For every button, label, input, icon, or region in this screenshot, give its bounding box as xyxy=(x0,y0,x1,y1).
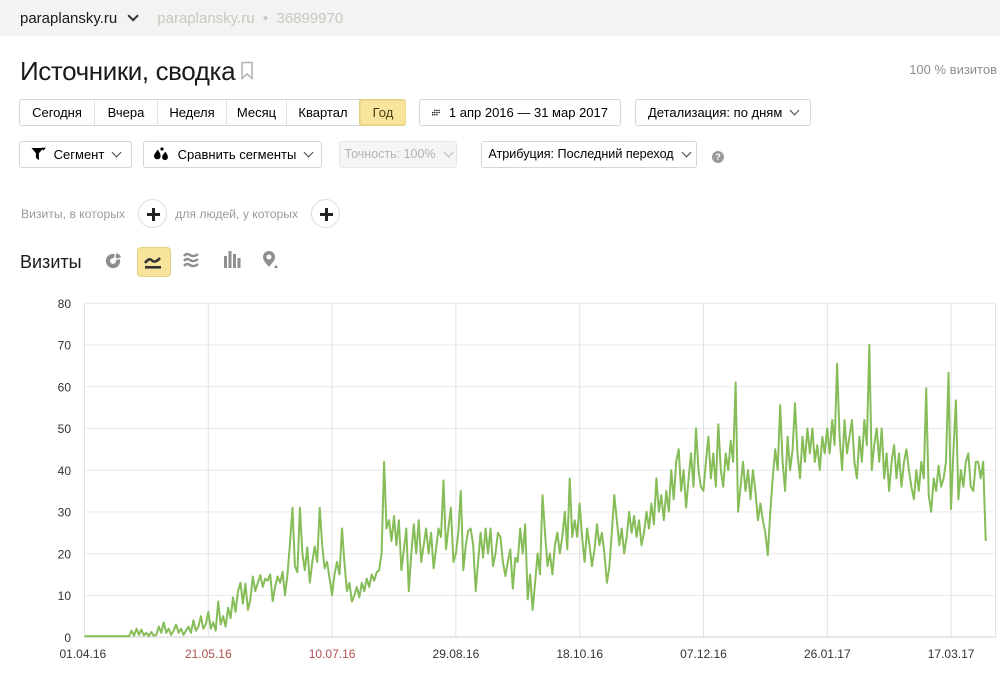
svg-text:50: 50 xyxy=(58,422,72,436)
svg-text:40: 40 xyxy=(58,464,72,478)
svg-text:70: 70 xyxy=(58,339,72,353)
svg-text:29.08.16: 29.08.16 xyxy=(433,647,480,661)
svg-text:26.01.17: 26.01.17 xyxy=(804,647,851,661)
svg-text:60: 60 xyxy=(58,381,72,395)
svg-text:0: 0 xyxy=(64,631,71,645)
svg-text:18.10.16: 18.10.16 xyxy=(556,647,603,661)
svg-text:10: 10 xyxy=(58,589,72,603)
svg-text:17.03.17: 17.03.17 xyxy=(928,647,975,661)
svg-text:20: 20 xyxy=(58,548,72,562)
svg-text:07.12.16: 07.12.16 xyxy=(680,647,727,661)
svg-text:80: 80 xyxy=(58,297,72,311)
svg-text:21.05.16: 21.05.16 xyxy=(185,647,232,661)
svg-text:01.04.16: 01.04.16 xyxy=(60,647,107,661)
svg-text:10.07.16: 10.07.16 xyxy=(309,647,356,661)
svg-text:30: 30 xyxy=(58,506,72,520)
